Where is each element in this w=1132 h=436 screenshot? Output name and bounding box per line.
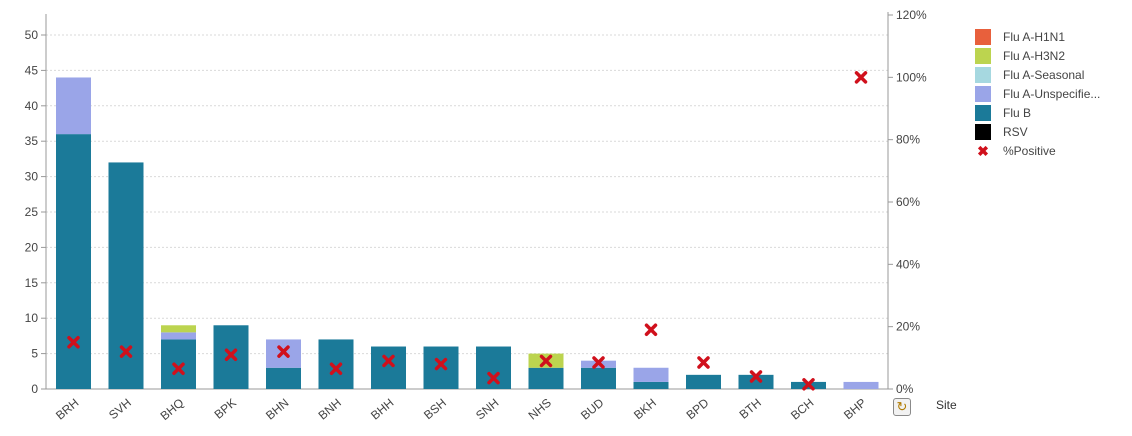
legend: Flu A-H1N1 Flu A-H3N2 Flu A-Seasonal Flu A-…: [975, 27, 1100, 160]
legend-item[interactable]: Flu A-Unspecifie...: [975, 84, 1100, 103]
y2-tick-label: 0%: [896, 382, 914, 396]
legend-swatch: [975, 123, 991, 140]
percent-positive-marker[interactable]: [644, 323, 658, 337]
percent-positive-marker[interactable]: [539, 354, 553, 368]
bar-segment[interactable]: [633, 381, 669, 389]
bar-segment[interactable]: [56, 77, 91, 135]
grid-lines: [46, 34, 888, 355]
y2-tick-label: 120%: [896, 8, 927, 22]
y-axis-ticks: 0 5 10 15 20 25 30 35 40 45 50: [25, 28, 46, 396]
x-tick-label: SNH: [473, 396, 501, 423]
percent-positive-marker[interactable]: [119, 345, 133, 358]
y-tick-label: 20: [25, 240, 39, 254]
legend-label: Flu A-Seasonal: [1003, 67, 1085, 82]
bar-segment[interactable]: [161, 339, 196, 389]
bar-segment[interactable]: [686, 374, 721, 389]
bar-segment[interactable]: [738, 374, 774, 389]
y-tick-label: 15: [25, 276, 39, 290]
percent-positive-marker[interactable]: [802, 378, 815, 391]
x-tick-label: BKH: [631, 396, 659, 423]
percent-positive-marker[interactable]: [592, 356, 605, 369]
y2-tick-label: 40%: [896, 257, 920, 271]
legend-item[interactable]: Flu A-Seasonal: [975, 65, 1100, 84]
x-tick-label: BSH: [421, 396, 449, 423]
bar-segment[interactable]: [528, 367, 564, 389]
percent-positive-marker[interactable]: [749, 370, 763, 383]
bar-segment[interactable]: [633, 367, 669, 382]
percent-positive-marker[interactable]: [172, 362, 185, 375]
legend-label: RSV: [1003, 124, 1028, 139]
x-tick-label: BHH: [368, 396, 396, 423]
x-tick-label: SVH: [106, 396, 134, 423]
legend-item[interactable]: Flu A-H3N2: [975, 46, 1100, 65]
percent-positive-marker[interactable]: [854, 71, 868, 84]
x-tick-label: BUD: [578, 395, 607, 422]
bar-segment[interactable]: [266, 367, 301, 389]
y-tick-label: 25: [25, 205, 39, 219]
percent-positive-marker[interactable]: [329, 362, 343, 375]
legend-label: Flu B: [1003, 105, 1032, 120]
bar-segment[interactable]: [843, 381, 879, 389]
bar-segment[interactable]: [108, 162, 144, 389]
bar-segment[interactable]: [581, 367, 616, 389]
y-tick-label: 10: [25, 311, 39, 325]
y-tick-label: 30: [25, 170, 39, 184]
legend-item[interactable]: ✖ %Positive: [975, 141, 1100, 160]
bar-segment[interactable]: [56, 134, 91, 389]
percent-positive-marker[interactable]: [224, 348, 238, 361]
percent-positive-marker[interactable]: [277, 345, 290, 358]
x-tick-label: BRH: [53, 396, 81, 423]
legend-swatch: [975, 28, 991, 45]
y-tick-label: 50: [25, 28, 39, 42]
legend-item[interactable]: RSV: [975, 122, 1100, 141]
x-tick-label: NHS: [526, 396, 554, 423]
x-tick-label: BPK: [212, 396, 239, 422]
x-axis-label: Site: [936, 398, 957, 412]
bar-segment[interactable]: [371, 346, 406, 389]
legend-label: Flu A-H1N1: [1003, 29, 1066, 44]
bars: [56, 77, 879, 389]
legend-label: %Positive: [1003, 143, 1056, 158]
y-tick-label: 45: [25, 63, 39, 77]
percent-positive-marker[interactable]: [434, 357, 448, 371]
percent-positive-marker[interactable]: [697, 356, 710, 369]
x-tick-label: BCH: [788, 396, 816, 423]
legend-item[interactable]: Flu A-H1N1: [975, 27, 1100, 46]
y2-tick-label: 60%: [896, 195, 920, 209]
y-tick-label: 5: [31, 347, 38, 361]
x-tick-label: BHQ: [158, 396, 187, 423]
percent-positive-markers: [67, 71, 868, 391]
y-tick-label: 40: [25, 99, 39, 113]
y2-axis-ticks: 0% 20% 40% 60% 80% 100% 120%: [888, 8, 927, 396]
y2-tick-label: 20%: [896, 320, 920, 334]
cycle-group-icon[interactable]: ↻: [893, 398, 911, 416]
x-axis-ticks: BRH SVH BHQ BPK BHN BNH BHH BSH SNH NHS BUD BKH BPD B…: [53, 395, 869, 423]
legend-label: Flu A-Unspecifie...: [1003, 86, 1101, 101]
y2-tick-label: 80%: [896, 133, 920, 147]
legend-swatch: [975, 66, 991, 83]
bar-segment[interactable]: [423, 346, 459, 389]
bar-segment[interactable]: [161, 325, 196, 333]
x-tick-label: BNH: [316, 396, 344, 423]
legend-label: Flu A-H3N2: [1003, 48, 1066, 63]
x-tick-label: BPD: [684, 395, 712, 422]
bar-segment[interactable]: [476, 346, 511, 389]
bar-segment[interactable]: [318, 339, 354, 389]
legend-swatch: [975, 85, 991, 102]
percent-positive-marker[interactable]: [382, 354, 395, 368]
x-tick-label: BHN: [263, 396, 291, 423]
x-tick-label: BHP: [841, 396, 869, 423]
x-marker-icon: ✖: [977, 142, 989, 159]
y-tick-label: 0: [31, 382, 38, 396]
bar-segment[interactable]: [161, 332, 196, 340]
x-tick-label: BTH: [737, 396, 764, 422]
y2-tick-label: 100%: [896, 70, 927, 84]
percent-positive-marker[interactable]: [67, 336, 80, 349]
legend-swatch: [975, 104, 991, 121]
legend-swatch: [975, 47, 991, 64]
y-tick-label: 35: [25, 134, 39, 148]
legend-item[interactable]: Flu B: [975, 103, 1100, 122]
percent-positive-marker[interactable]: [487, 371, 500, 385]
